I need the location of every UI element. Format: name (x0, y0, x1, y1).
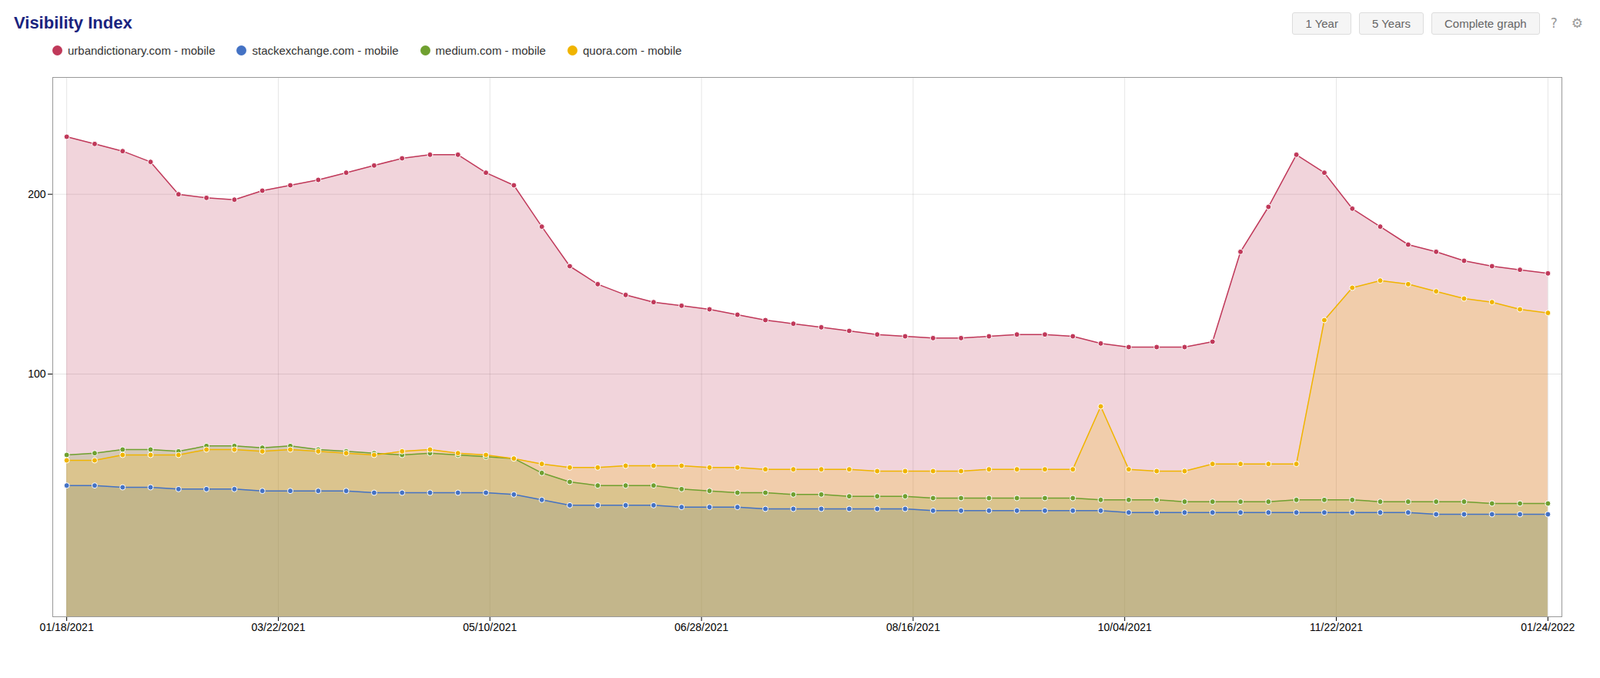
html-text:1 Year: 1 Year (1305, 16, 1339, 30)
svg-text:08/16/2021: 08/16/2021 (886, 620, 941, 633)
html-text:medium.com - mobile: medium.com - mobile (435, 43, 546, 57)
svg-text:10/04/2021: 10/04/2021 (1097, 620, 1152, 633)
html-text:urbandictionary.com - mobile: urbandictionary.com - mobile (67, 43, 216, 57)
svg-text:100: 100 (27, 367, 47, 380)
svg-text:01/24/2022: 01/24/2022 (1520, 620, 1575, 633)
svg-text:200: 200 (27, 187, 47, 201)
svg-text:06/28/2021: 06/28/2021 (674, 620, 729, 633)
svg-text:05/10/2021: 05/10/2021 (462, 620, 517, 633)
svg-text:03/22/2021: 03/22/2021 (251, 620, 305, 633)
svg-text:01/18/2021: 01/18/2021 (40, 620, 94, 633)
html-text:quora.com - mobile: quora.com - mobile (582, 43, 682, 57)
html-text:5 Years: 5 Years (1372, 16, 1411, 30)
html-text:stackexchange.com - mobile: stackexchange.com - mobile (252, 43, 399, 57)
svg-text:11/22/2021: 11/22/2021 (1309, 620, 1363, 633)
html-text:Complete graph: Complete graph (1444, 16, 1527, 30)
html-text:Visibility Index: Visibility Index (13, 13, 133, 33)
